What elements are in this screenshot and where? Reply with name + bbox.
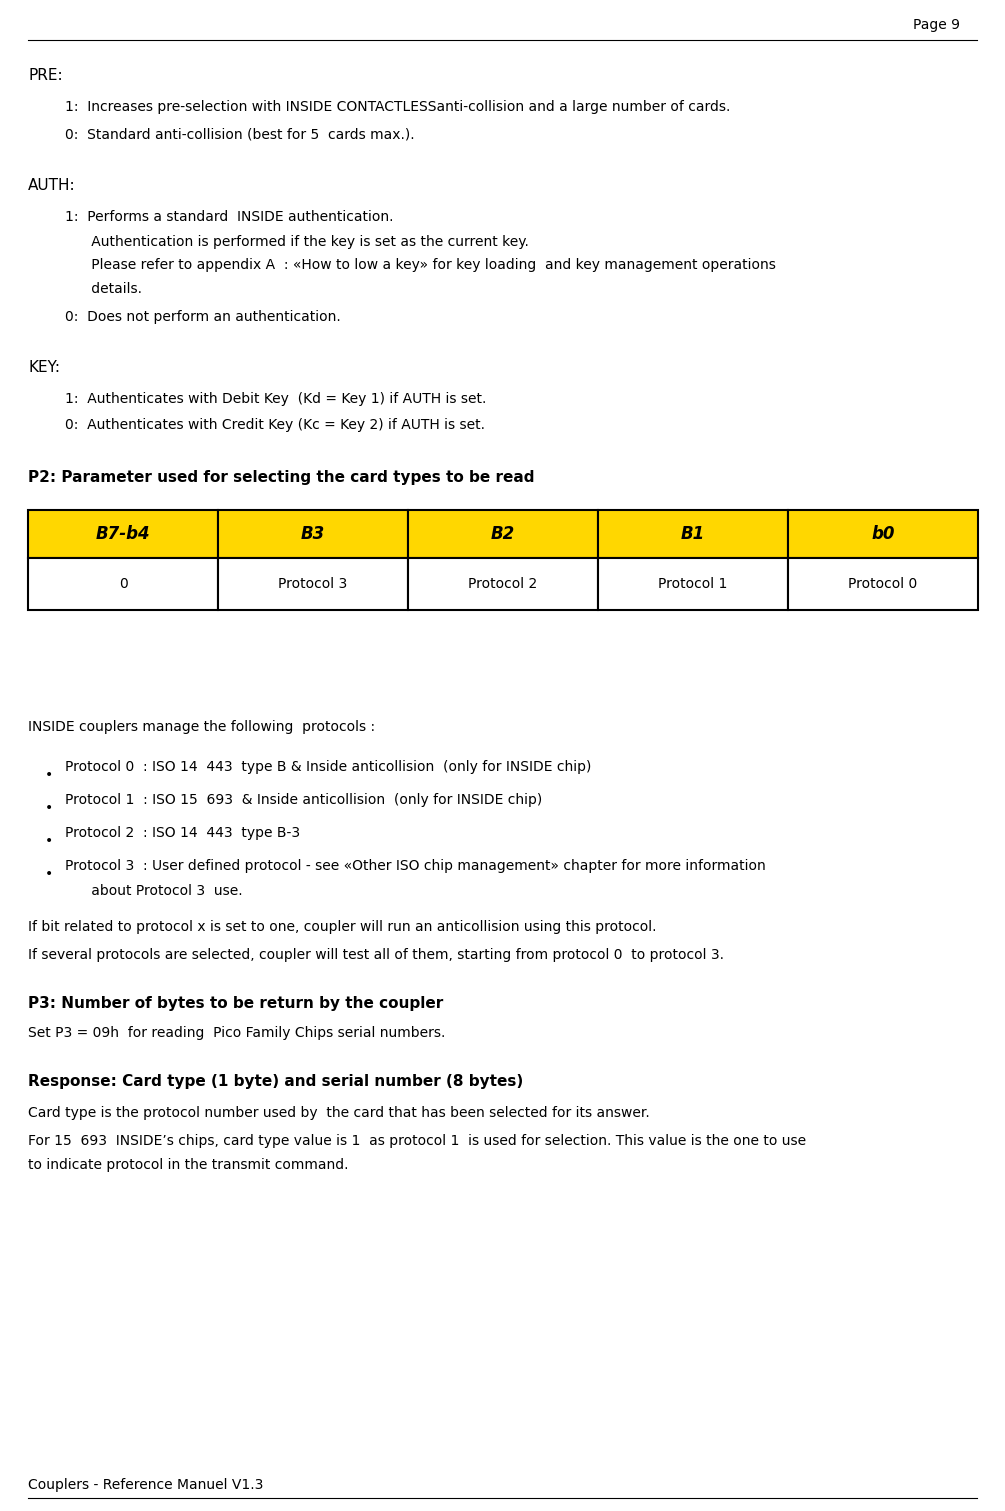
Text: B7-b4: B7-b4 [95, 524, 151, 542]
Text: PRE:: PRE: [28, 68, 62, 83]
Text: Couplers - Reference Manuel V1.3: Couplers - Reference Manuel V1.3 [28, 1478, 263, 1491]
Text: 0:  Does not perform an authentication.: 0: Does not perform an authentication. [65, 310, 341, 323]
Text: Card type is the protocol number used by  the card that has been selected for it: Card type is the protocol number used by… [28, 1106, 650, 1120]
Bar [408, 511, 598, 558]
Text: Set P3 = 09h  for reading  Pico Family Chips serial numbers.: Set P3 = 09h for reading Pico Family Chi… [28, 1026, 445, 1040]
Text: Page 9: Page 9 [913, 18, 960, 32]
Text: B3: B3 [300, 524, 326, 542]
Bar [788, 511, 978, 558]
Text: b0: b0 [871, 524, 894, 542]
Text: B1: B1 [680, 524, 706, 542]
Text: P3: Number of bytes to be return by the coupler: P3: Number of bytes to be return by the … [28, 996, 443, 1011]
Text: Authentication is performed if the key is set as the current key.: Authentication is performed if the key i… [65, 236, 529, 249]
Bar [598, 511, 788, 558]
Text: Protocol 0: Protocol 0 [848, 577, 918, 591]
Text: Protocol 0  : ISO 14  443  type B & Inside anticollision  (only for INSIDE chip): Protocol 0 : ISO 14 443 type B & Inside … [65, 760, 591, 774]
Text: Please refer to appendix A  : «How to low a key» for key loading  and key manage: Please refer to appendix A : «How to low… [65, 258, 776, 272]
Text: KEY:: KEY: [28, 360, 60, 375]
Text: B2: B2 [490, 524, 516, 542]
Text: 0: 0 [119, 577, 128, 591]
Bar [598, 558, 788, 610]
Text: INSIDE couplers manage the following  protocols :: INSIDE couplers manage the following pro… [28, 721, 375, 734]
Bar [788, 558, 978, 610]
Text: •: • [45, 834, 53, 848]
Bar [28, 558, 218, 610]
Text: 1:  Performs a standard  INSIDE authentication.: 1: Performs a standard INSIDE authentica… [65, 210, 394, 224]
Text: Protocol 1  : ISO 15  693  & Inside anticollision  (only for INSIDE chip): Protocol 1 : ISO 15 693 & Inside anticol… [65, 793, 543, 807]
Text: Protocol 3: Protocol 3 [278, 577, 348, 591]
Bar [218, 511, 408, 558]
Bar [218, 558, 408, 610]
Text: Response: Card type (1 byte) and serial number (8 bytes): Response: Card type (1 byte) and serial … [28, 1074, 524, 1089]
Text: to indicate protocol in the transmit command.: to indicate protocol in the transmit com… [28, 1157, 349, 1173]
Text: For 15  693  INSIDE’s chips, card type value is 1  as protocol 1  is used for se: For 15 693 INSIDE’s chips, card type val… [28, 1133, 806, 1148]
Text: 0:  Authenticates with Credit Key (Kc = Key 2) if AUTH is set.: 0: Authenticates with Credit Key (Kc = K… [65, 419, 485, 432]
Text: Protocol 3  : User defined protocol - see «Other ISO chip management» chapter fo: Protocol 3 : User defined protocol - see… [65, 858, 766, 873]
Bar [28, 511, 218, 558]
Text: Protocol 1: Protocol 1 [658, 577, 728, 591]
Text: about Protocol 3  use.: about Protocol 3 use. [65, 884, 242, 898]
Text: If several protocols are selected, coupler will test all of them, starting from : If several protocols are selected, coupl… [28, 947, 724, 963]
Text: details.: details. [65, 283, 142, 296]
Text: 0:  Standard anti-collision (best for 5  cards max.).: 0: Standard anti-collision (best for 5 c… [65, 128, 415, 142]
Text: AUTH:: AUTH: [28, 178, 75, 193]
Text: •: • [45, 768, 53, 783]
Text: Protocol 2: Protocol 2 [468, 577, 538, 591]
Text: Protocol 2  : ISO 14  443  type B-3: Protocol 2 : ISO 14 443 type B-3 [65, 827, 300, 840]
Bar [408, 558, 598, 610]
Text: P2: Parameter used for selecting the card types to be read: P2: Parameter used for selecting the car… [28, 470, 535, 485]
Text: 1:  Increases pre-selection with INSIDE CONTACTLESSanti-collision and a large nu: 1: Increases pre-selection with INSIDE C… [65, 100, 731, 113]
Text: 1:  Authenticates with Debit Key  (Kd = Key 1) if AUTH is set.: 1: Authenticates with Debit Key (Kd = Ke… [65, 391, 486, 406]
Text: •: • [45, 801, 53, 814]
Text: If bit related to protocol x is set to one, coupler will run an anticollision us: If bit related to protocol x is set to o… [28, 920, 656, 934]
Text: •: • [45, 867, 53, 881]
